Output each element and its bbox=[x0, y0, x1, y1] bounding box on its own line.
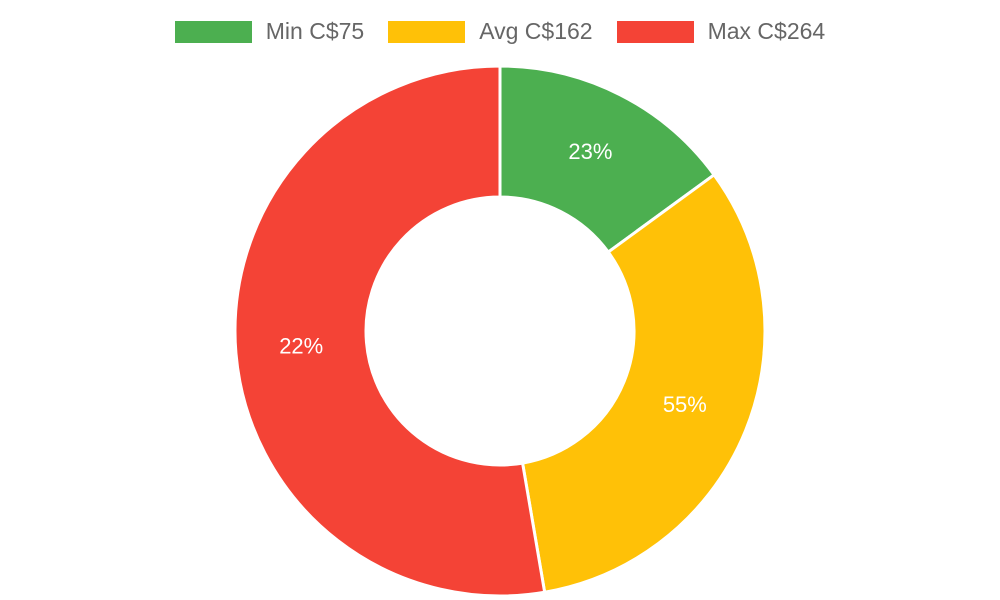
legend-label: Avg C$162 bbox=[479, 18, 593, 44]
legend-label: Min C$75 bbox=[265, 18, 365, 44]
chart-slice-labels: 23% 55% 22% bbox=[279, 139, 707, 417]
chart-legend: Min C$75 Avg C$162 Max C$264 bbox=[0, 18, 1000, 45]
legend-swatch bbox=[616, 20, 694, 43]
chart-slice[interactable] bbox=[498, 64, 717, 255]
legend-item[interactable]: Avg C$162 bbox=[388, 18, 593, 45]
legend-label: Max C$264 bbox=[707, 18, 826, 44]
legend-swatch bbox=[174, 20, 252, 43]
chart-slice[interactable] bbox=[520, 172, 767, 594]
slice-percent-label: 22% bbox=[279, 334, 323, 359]
slice-percent-label: 23% bbox=[568, 139, 612, 164]
chart-slices bbox=[233, 64, 767, 598]
slice-percent-label: 55% bbox=[663, 392, 707, 417]
legend-item[interactable]: Max C$264 bbox=[616, 18, 826, 45]
legend-item[interactable]: Min C$75 bbox=[174, 18, 365, 45]
legend-swatch bbox=[388, 20, 466, 43]
chart-slice[interactable] bbox=[233, 64, 547, 598]
